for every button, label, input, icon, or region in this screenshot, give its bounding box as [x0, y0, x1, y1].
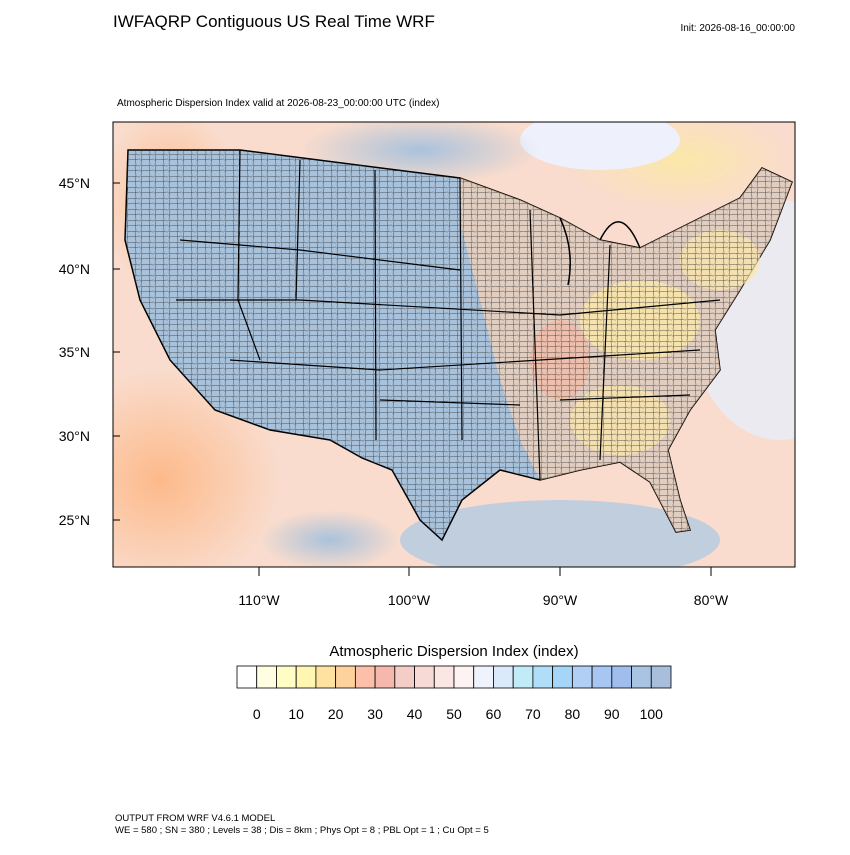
colorbar-box [354, 665, 376, 689]
colorbar-box [512, 665, 534, 689]
colorbar: Atmospheric Dispersion Index (index) 0 10 2… [236, 643, 672, 722]
lon-label: 100°W [388, 592, 431, 608]
colorbar-box [552, 665, 573, 689]
colorbar-tick-label: 80 [565, 706, 581, 722]
colorbar-box [631, 665, 652, 689]
colorbar-box [335, 665, 356, 689]
colorbar-box [650, 665, 672, 689]
map-frame [112, 121, 796, 568]
colorbar-tick-label: 10 [288, 706, 304, 722]
colorbar-tick-label: 50 [446, 706, 462, 722]
colorbar-tick-label: 60 [486, 706, 502, 722]
title: IWFAQRP Contiguous US Real Time WRF [113, 12, 435, 31]
init-time: Init: 2026-08-16_00:00:00 [680, 23, 795, 34]
colorbar-box [571, 665, 593, 689]
lat-label: 35°N [59, 344, 90, 360]
colorbar-box [532, 665, 554, 689]
colorbar-box [493, 665, 514, 689]
colorbar-tick-label: 40 [407, 706, 423, 722]
lat-label: 25°N [59, 512, 90, 528]
subtitle: Atmospheric Dispersion Index valid at 20… [117, 98, 439, 109]
lat-label: 40°N [59, 261, 90, 277]
colorbar-box [295, 665, 317, 689]
lon-label: 90°W [543, 592, 578, 608]
colorbar-box [236, 665, 258, 689]
colorbar-tick-label: 0 [253, 706, 261, 722]
colorbar-tick-label: 30 [367, 706, 383, 722]
footer-line: OUTPUT FROM WRF V4.6.1 MODEL [115, 813, 275, 824]
colorbar-box [433, 665, 455, 689]
colorbar-box [473, 665, 494, 689]
lon-label: 80°W [694, 592, 729, 608]
colorbar-tick-label: 90 [604, 706, 620, 722]
map-field [113, 122, 795, 567]
lat-label: 30°N [59, 428, 90, 444]
colorbar-box [276, 665, 297, 689]
colorbar-box [256, 665, 277, 689]
graticule-labels: 45°N 40°N 35°N 30°N 25°N 110°W 100°W 90°W 80°W [59, 175, 729, 608]
footer-line: WE = 580 ; SN = 380 ; Levels = 38 ; Dis … [115, 825, 489, 836]
colorbar-tick-label: 100 [640, 706, 664, 722]
colorbar-box [315, 665, 337, 689]
lon-label: 110°W [238, 592, 280, 608]
colorbar-box [414, 665, 435, 689]
colorbar-box [394, 665, 415, 689]
colorbar-tick-label: 70 [525, 706, 541, 722]
colorbar-box [374, 665, 396, 689]
lat-label: 45°N [59, 175, 90, 191]
colorbar-title: Atmospheric Dispersion Index (index) [329, 643, 578, 660]
colorbar-box [591, 665, 613, 689]
colorbar-box [453, 665, 475, 689]
colorbar-tick-label: 20 [328, 706, 344, 722]
colorbar-box [611, 665, 632, 689]
